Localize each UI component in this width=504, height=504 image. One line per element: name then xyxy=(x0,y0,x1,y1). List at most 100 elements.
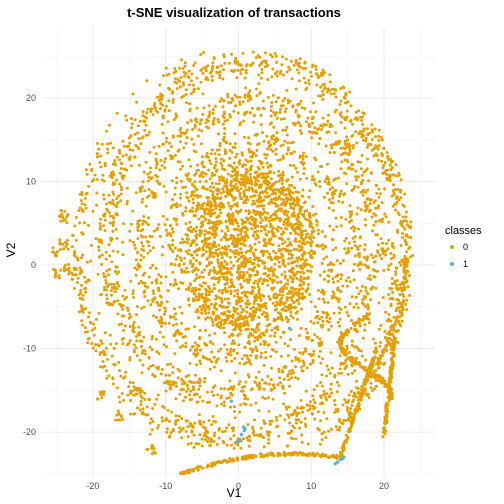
class-0-point xyxy=(353,235,357,239)
class-0-point xyxy=(227,219,231,223)
class-0-point xyxy=(348,280,352,284)
class-0-point xyxy=(389,302,393,306)
class-0-point xyxy=(321,89,324,93)
class-0-point xyxy=(251,233,255,237)
class-0-point xyxy=(221,167,224,171)
class-0-point xyxy=(199,68,203,72)
class-0-point xyxy=(192,381,196,385)
class-0-point xyxy=(241,100,245,104)
class-0-point xyxy=(322,257,326,261)
class-0-point xyxy=(179,192,183,196)
class-0-point xyxy=(96,272,100,276)
class-0-point xyxy=(287,252,291,256)
class-0-point xyxy=(293,186,296,190)
class-0-point xyxy=(218,144,222,148)
class-0-point xyxy=(337,199,341,203)
class-0-point xyxy=(213,104,217,108)
class-0-point xyxy=(323,180,327,183)
class-0-point xyxy=(252,114,256,118)
class-0-point xyxy=(377,187,381,191)
class-0-point xyxy=(148,432,152,436)
class-0-point xyxy=(363,243,367,247)
class-0-point xyxy=(223,61,227,65)
class-0-point xyxy=(301,292,305,296)
class-0-point xyxy=(217,214,221,218)
class-0-point xyxy=(269,177,273,181)
class-0-point xyxy=(233,68,237,72)
class-0-point xyxy=(161,94,165,98)
class-0-point xyxy=(128,229,132,233)
class-0-point xyxy=(133,155,137,159)
class-0-point xyxy=(163,166,167,170)
class-0-point xyxy=(304,425,308,428)
class-0-point xyxy=(200,118,204,122)
class-0-point xyxy=(252,254,256,258)
class-0-point xyxy=(220,318,224,322)
class-0-point xyxy=(221,105,225,109)
class-0-point xyxy=(184,131,188,135)
class-0-point xyxy=(351,144,355,147)
class-0-point xyxy=(208,110,212,114)
class-0-point xyxy=(244,188,248,192)
class-0-point xyxy=(356,160,360,164)
class-0-point xyxy=(105,376,109,380)
class-0-point xyxy=(114,212,118,216)
class-0-point xyxy=(111,198,115,202)
class-0-point xyxy=(151,420,155,423)
class-0-point xyxy=(192,445,196,449)
class-0-point xyxy=(280,252,284,256)
class-0-point xyxy=(161,131,165,135)
class-0-point xyxy=(208,210,212,214)
class-0-point xyxy=(264,272,267,276)
class-0-point xyxy=(325,316,329,319)
class-0-point xyxy=(266,211,269,215)
class-0-point xyxy=(236,233,240,237)
class-0-point xyxy=(249,195,253,199)
class-0-point xyxy=(195,243,199,247)
class-0-point xyxy=(279,207,283,211)
class-0-point xyxy=(276,216,279,220)
class-0-point xyxy=(330,146,334,150)
class-0-point xyxy=(382,269,386,272)
class-0-point xyxy=(256,285,260,289)
class-0-point xyxy=(213,434,216,438)
class-0-point xyxy=(300,247,304,251)
class-0-point xyxy=(227,61,231,65)
class-0-point xyxy=(165,233,169,237)
class-0-point xyxy=(227,212,231,216)
class-0-point xyxy=(312,235,316,239)
class-0-point xyxy=(186,121,190,125)
class-0-point xyxy=(300,194,304,198)
class-0-point xyxy=(202,420,206,424)
class-0-point xyxy=(341,403,345,407)
class-0-point xyxy=(336,286,340,290)
class-0-point xyxy=(178,305,182,309)
class-0-point xyxy=(287,262,291,266)
class-0-point xyxy=(80,319,84,323)
class-0-point xyxy=(193,87,196,91)
class-0-point xyxy=(230,273,234,277)
class-0-point xyxy=(137,265,141,269)
class-0-point xyxy=(390,323,394,327)
class-0-point xyxy=(374,286,378,290)
class-0-point xyxy=(204,77,208,81)
class-0-point xyxy=(277,190,281,194)
class-0-point xyxy=(252,302,256,305)
class-0-point xyxy=(116,312,120,316)
class-0-point xyxy=(273,304,277,308)
class-0-point xyxy=(299,326,303,330)
class-0-point xyxy=(363,296,367,300)
class-0-point xyxy=(238,194,242,198)
class-0-point xyxy=(249,362,253,366)
class-0-point xyxy=(284,193,288,197)
class-0-point xyxy=(252,281,256,285)
class-0-point xyxy=(302,167,306,171)
class-0-point xyxy=(181,240,185,244)
class-0-point xyxy=(357,292,361,296)
class-0-point xyxy=(296,293,300,297)
class-0-point xyxy=(180,428,183,432)
class-0-point xyxy=(109,342,113,346)
class-0-point xyxy=(297,71,301,75)
class-0-point xyxy=(184,71,188,75)
class-0-point xyxy=(282,302,286,306)
